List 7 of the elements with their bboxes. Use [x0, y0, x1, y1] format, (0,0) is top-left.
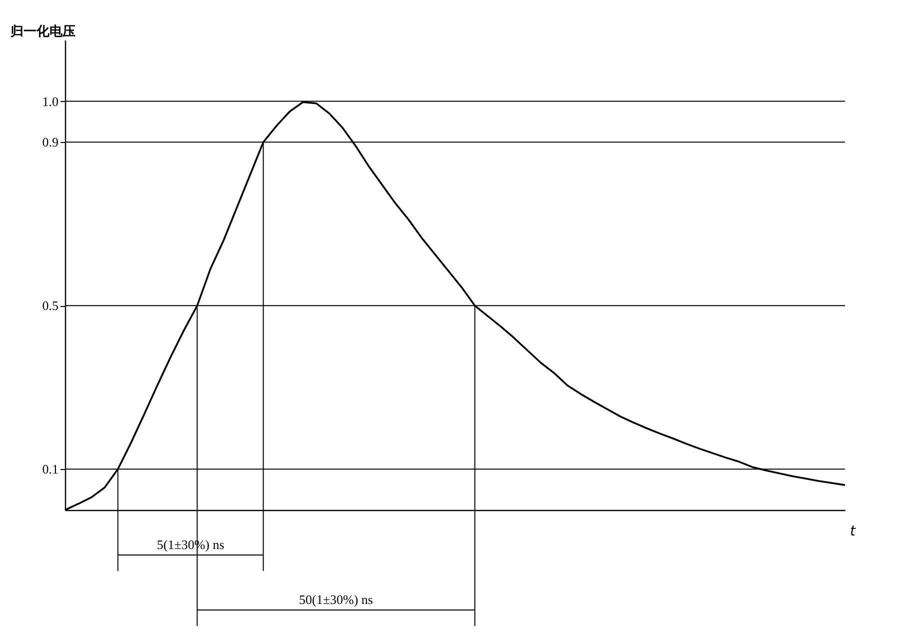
- y-tick-label: 0.9: [42, 134, 58, 150]
- y-tick-label: 0.5: [42, 298, 58, 314]
- y-tick-label: 0.1: [42, 462, 58, 477]
- y-tick-label: 1.0: [42, 94, 58, 109]
- x-axis-title: t: [850, 524, 856, 540]
- text: 50(1±30%) ns: [299, 592, 373, 607]
- y-axis-title: 归一化电压: [10, 24, 76, 40]
